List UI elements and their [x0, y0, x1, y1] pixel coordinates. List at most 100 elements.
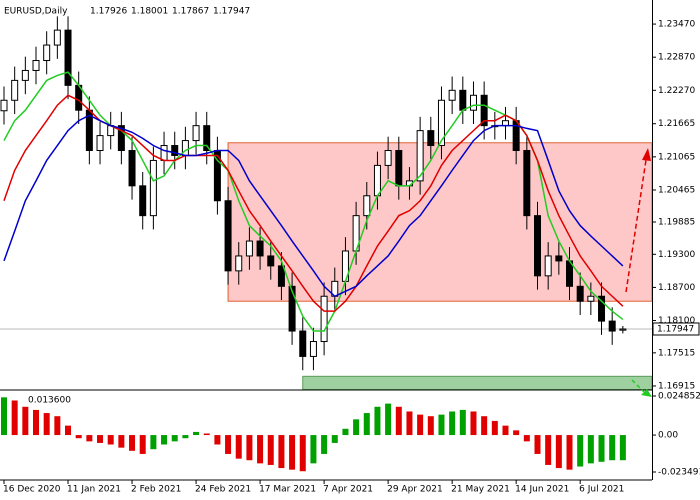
candle-body [96, 135, 104, 152]
osc-bar [502, 425, 509, 436]
osc-bar [129, 435, 136, 451]
candle-body [608, 320, 616, 332]
ohlc-value: 1.17926 [90, 7, 127, 17]
osc-bar [11, 400, 18, 436]
x-tick-label: 17 Mar 2021 [259, 485, 316, 495]
candle-body [384, 150, 392, 166]
osc-bar [545, 435, 552, 465]
osc-bar [161, 435, 168, 445]
candle-body [235, 255, 243, 272]
osc-bar [353, 419, 360, 436]
x-tick-label: 24 Feb 2021 [195, 485, 251, 495]
osc-bar [587, 435, 594, 464]
osc-bar [459, 409, 466, 436]
osc-bar [609, 435, 616, 461]
candle-body [245, 240, 253, 257]
x-tick-label: 14 Jun 2021 [515, 485, 569, 495]
osc-bar [523, 435, 530, 442]
osc-bar [470, 411, 477, 436]
candle-body [459, 89, 467, 111]
candle-body [587, 295, 595, 302]
candle-body [534, 215, 541, 277]
osc-bar [481, 416, 488, 436]
candle-body [427, 130, 435, 147]
ohlc-value: 1.17867 [172, 7, 209, 17]
osc-bar [310, 435, 317, 464]
osc-bar [54, 416, 61, 436]
forecast-arrow-down [631, 379, 652, 397]
osc-bar [150, 435, 157, 450]
candle-body [320, 295, 328, 343]
candle-body [598, 295, 606, 322]
osc-tick-label: 0.00 [658, 431, 678, 441]
osc-bar [86, 435, 93, 442]
osc-bar [43, 413, 50, 436]
x-tick-label: 7 Apr 2021 [323, 485, 373, 495]
osc-bar [97, 435, 104, 443]
candle-body [576, 285, 584, 302]
ohlc-value: 1.18001 [131, 7, 168, 17]
y-tick-label: 1.16915 [658, 381, 695, 391]
osc-bar [75, 435, 82, 439]
osc-bar [257, 435, 264, 464]
chart-title: EURUSD,Daily [4, 7, 68, 17]
candle-body [224, 200, 232, 272]
x-tick-label: 21 May 2021 [451, 485, 510, 495]
y-tick-label: 1.21665 [658, 119, 695, 129]
osc-bar [289, 435, 296, 470]
candle-body [395, 150, 403, 187]
osc-tick-label: -0.023491 [658, 467, 700, 477]
osc-bar [619, 435, 626, 461]
candle-body [192, 125, 200, 142]
x-tick-label: 29 Apr 2021 [387, 485, 443, 495]
candle-body [256, 240, 264, 257]
candle-body [416, 130, 424, 182]
candle-body [544, 255, 552, 277]
candle-body [160, 145, 168, 161]
osc-bar [22, 406, 29, 436]
osc-bar [555, 435, 562, 469]
y-tick-label: 1.20465 [658, 185, 695, 195]
y-tick-label: 1.17515 [658, 348, 695, 358]
osc-bar [278, 435, 285, 469]
candle-body [373, 164, 381, 197]
candle-body [128, 150, 136, 187]
candle-body [21, 69, 29, 81]
candle-body [448, 89, 456, 101]
candle-body [32, 60, 40, 71]
candle-body [267, 255, 275, 267]
candle-body [363, 195, 371, 217]
candle-body [469, 94, 477, 111]
y-tick-label: 1.23470 [658, 20, 695, 30]
y-tick-label: 1.22270 [658, 86, 695, 96]
candle-body [117, 125, 125, 152]
x-tick-label: 6 Jul 2021 [579, 485, 624, 495]
osc-bar [246, 435, 253, 461]
y-tick-label: 1.19885 [658, 217, 695, 227]
y-tick-label: 1.18700 [658, 283, 695, 293]
osc-bar [33, 409, 40, 436]
candle-body [203, 125, 211, 152]
osc-bar [118, 435, 125, 448]
osc-bar [363, 413, 370, 436]
osc-bar [374, 406, 381, 436]
osc-bar [107, 435, 114, 445]
forecast-arrow-up [625, 148, 651, 293]
plot [0, 16, 652, 371]
x-tick-label: 16 Dec 2020 [3, 485, 61, 495]
last-price-box [652, 322, 700, 336]
osc-bar [342, 428, 349, 436]
osc-bar [566, 435, 573, 470]
x-tick-label: 2 Feb 2021 [131, 485, 181, 495]
candle-body [309, 341, 317, 357]
candle-body [277, 265, 285, 287]
zone [302, 375, 653, 391]
candle-body [149, 159, 157, 217]
candle-body [11, 79, 19, 101]
x-tick-label: 11 Jan 2021 [67, 485, 121, 495]
osc-bar [406, 411, 413, 436]
y-tick-label: 1.19300 [658, 250, 695, 260]
osc-bar [331, 435, 338, 443]
candle-body [299, 330, 307, 357]
